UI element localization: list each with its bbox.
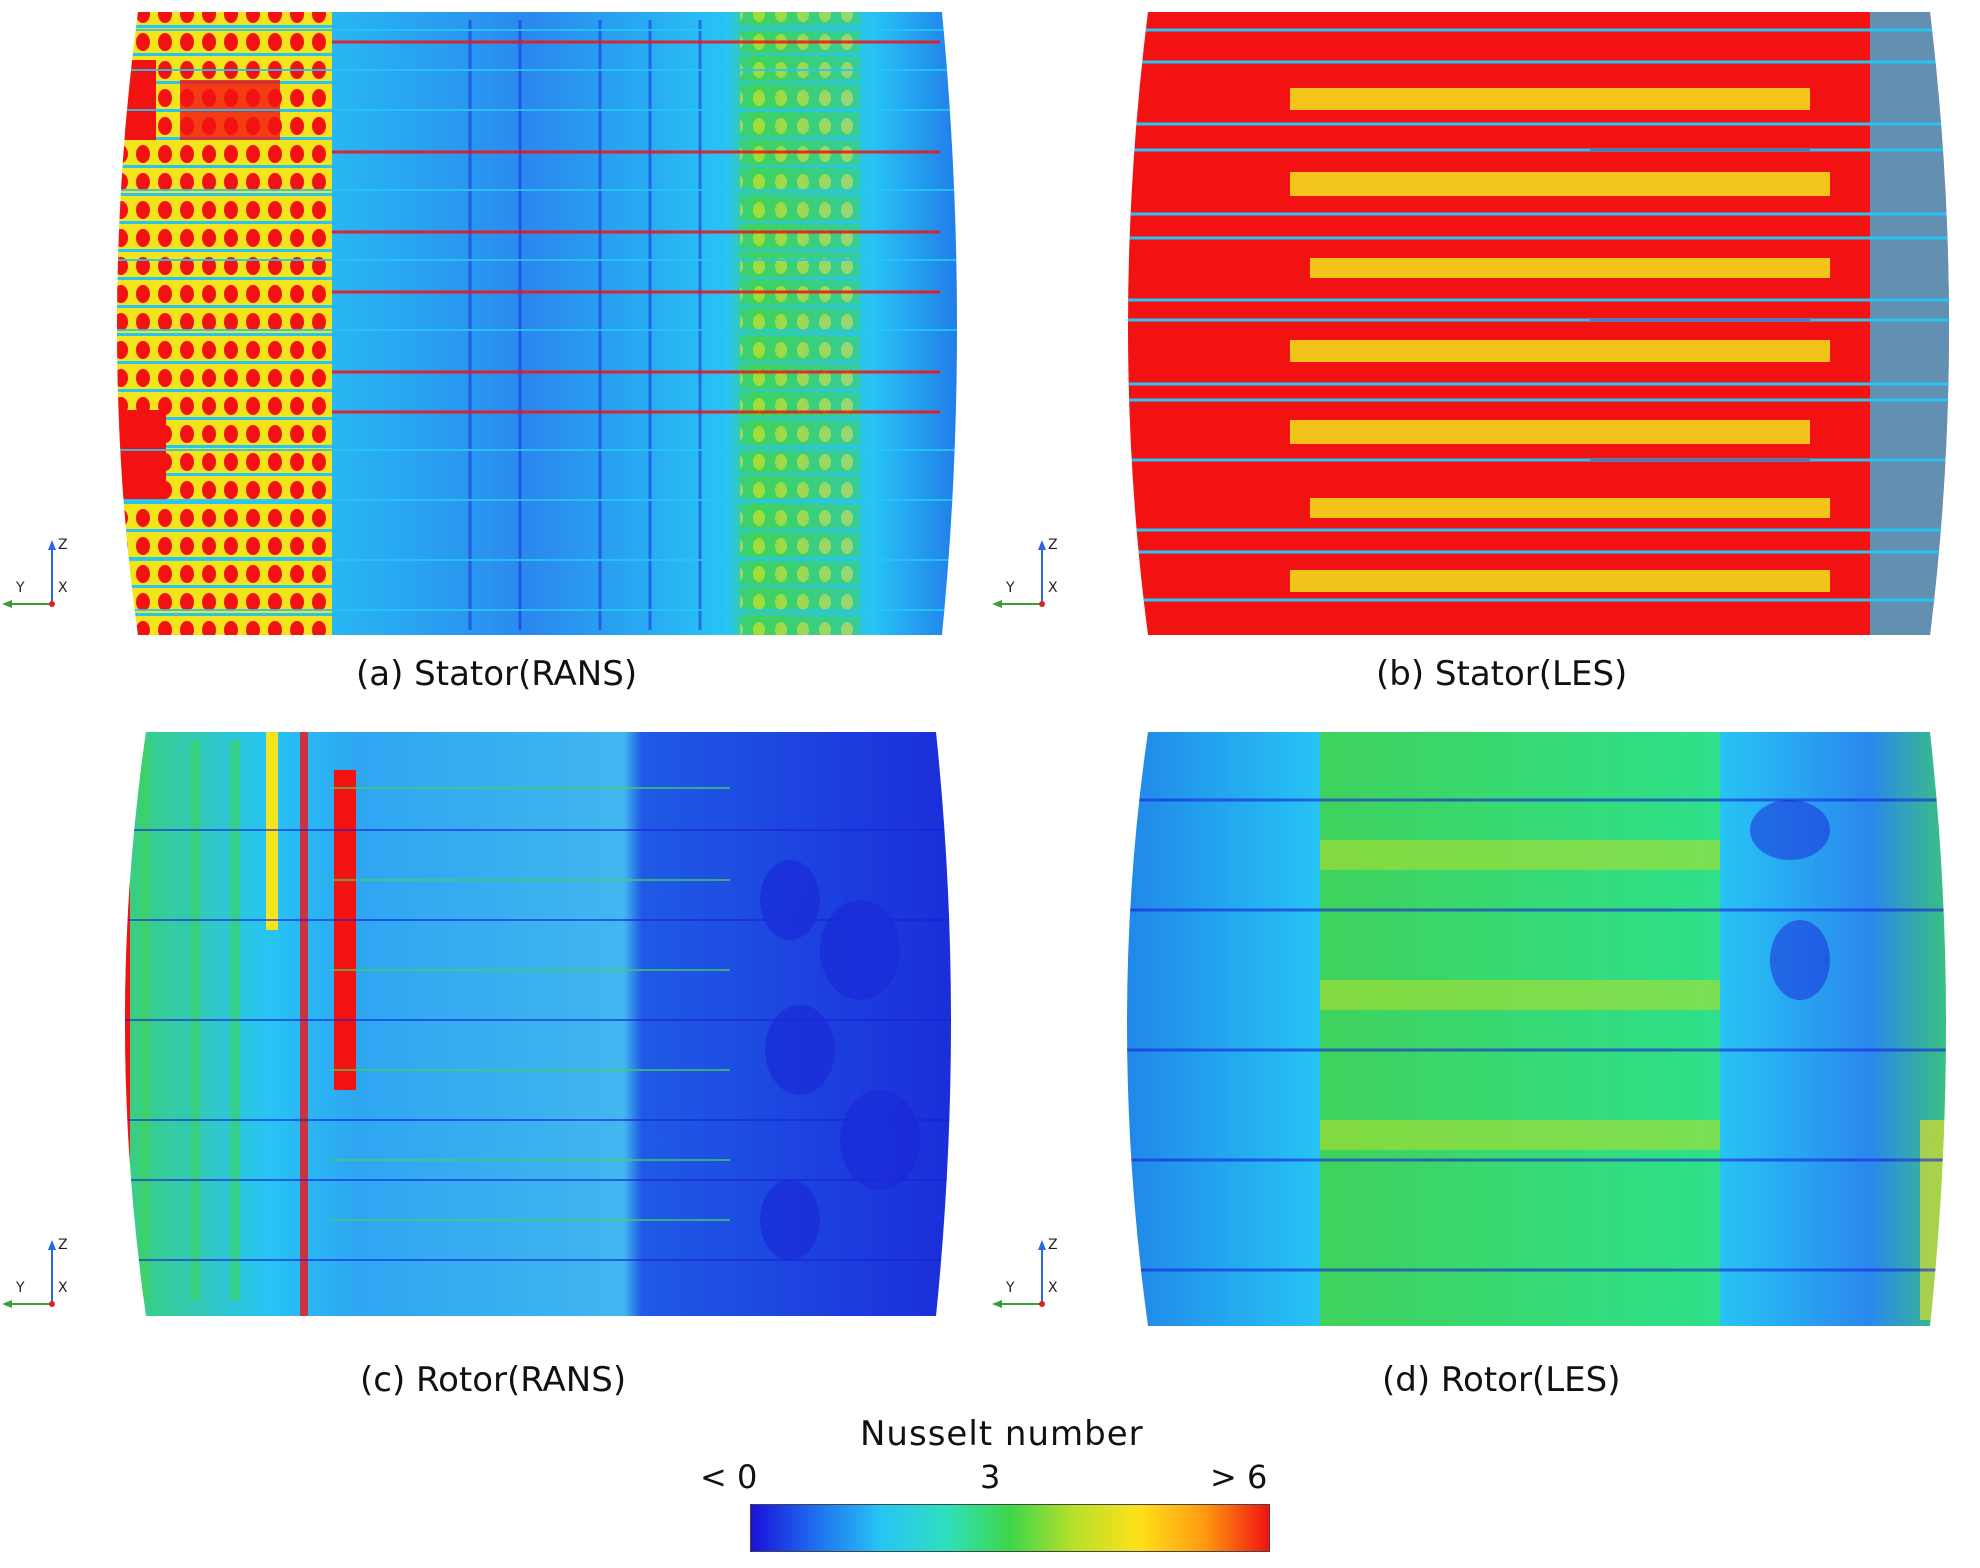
- y-axis-label: Y: [1005, 1280, 1015, 1296]
- legend-mid-label: 3: [980, 1458, 1001, 1496]
- axis-triad-c: Z Y X: [2, 1237, 68, 1308]
- x-axis-label: X: [1048, 580, 1058, 596]
- axis-triad-d: Z Y X: [992, 1237, 1058, 1308]
- caption-a: (a) Stator(RANS): [356, 654, 638, 694]
- axis-triad-b: Z Y X: [992, 537, 1058, 608]
- legend-min-label: < 0: [700, 1458, 758, 1496]
- x-axis-label: X: [58, 580, 68, 596]
- caption-d: (d) Rotor(LES): [1382, 1360, 1621, 1400]
- rotor-rans-render: Z Y X: [2, 732, 951, 1316]
- stator-rans-render: Z Y X: [2, 12, 957, 635]
- z-axis-label: Z: [1048, 537, 1058, 553]
- panel-rotor-rans: Z Y X (c) Rotor(RANS): [0, 720, 980, 1420]
- z-axis-label: Z: [1048, 1237, 1058, 1253]
- legend-title: Nusselt number: [860, 1414, 1144, 1454]
- panel-stator-rans: Z Y X (a) Stator(RANS): [0, 0, 980, 700]
- x-axis-label: X: [58, 1280, 68, 1296]
- panel-rotor-les: Z Y X (d) Rotor(LES): [990, 720, 1970, 1420]
- caption-c: (c) Rotor(RANS): [360, 1360, 627, 1400]
- y-axis-label: Y: [15, 1280, 25, 1296]
- stator-les-render: Z Y X: [992, 12, 1949, 635]
- caption-b: (b) Stator(LES): [1376, 654, 1628, 694]
- y-axis-label: Y: [1005, 580, 1015, 596]
- y-axis-label: Y: [15, 580, 25, 596]
- panel-stator-les: Z Y X (b) Stator(LES): [990, 0, 1970, 700]
- z-axis-label: Z: [58, 537, 68, 553]
- nusselt-colorbar: [750, 1504, 1270, 1552]
- rotor-les-render: Z Y X: [992, 732, 1946, 1326]
- z-axis-label: Z: [58, 1237, 68, 1253]
- legend-max-label: > 6: [1210, 1458, 1268, 1496]
- axis-triad-a: Z Y X: [2, 537, 68, 608]
- x-axis-label: X: [1048, 1280, 1058, 1296]
